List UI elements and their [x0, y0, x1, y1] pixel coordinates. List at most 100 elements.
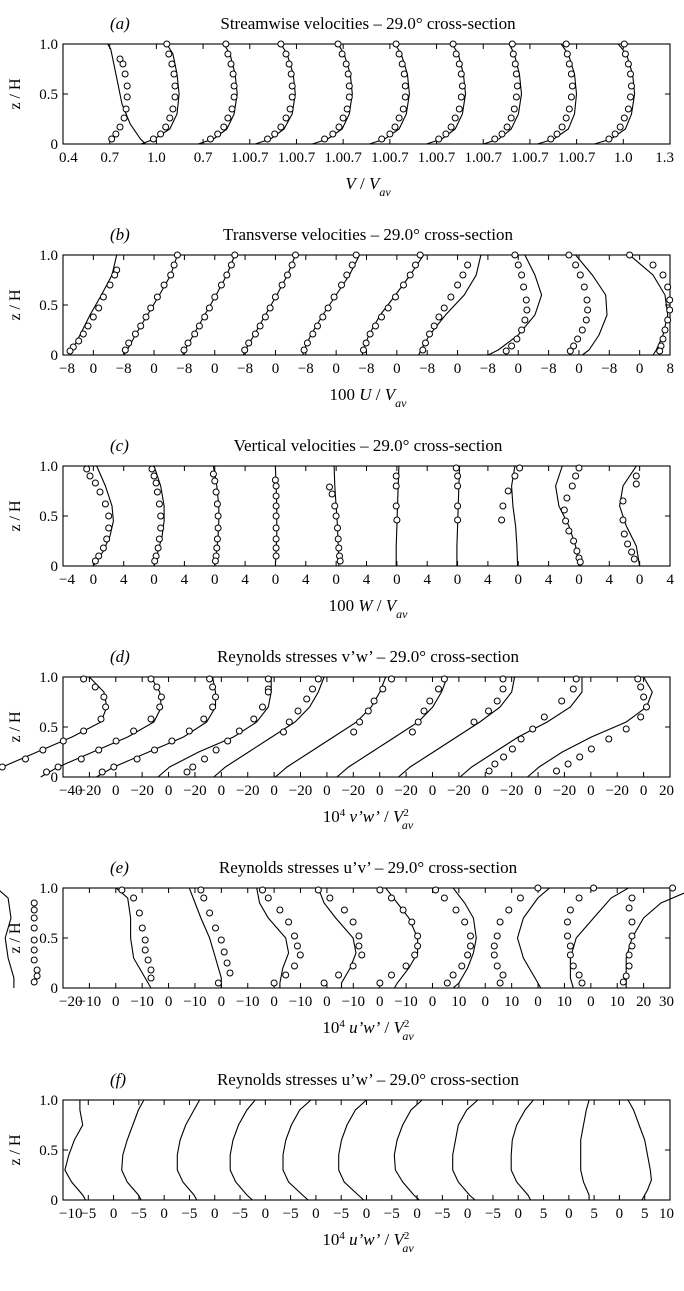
x-tick-label: −20	[447, 783, 470, 799]
measurement-point	[336, 557, 344, 565]
x-tick-label: 0	[332, 572, 340, 588]
measurement-point	[520, 283, 528, 291]
measurement-point	[97, 715, 105, 723]
x-tick-label: 0.4	[59, 150, 78, 166]
measurement-point	[30, 924, 38, 932]
measurement-point	[401, 93, 409, 101]
measurement-point	[562, 517, 570, 525]
measurement-point	[209, 470, 217, 478]
measurement-point	[130, 894, 138, 902]
x-tick-label: 0	[90, 361, 98, 377]
measurement-point	[285, 718, 293, 726]
x-tick-label: 0	[211, 572, 219, 588]
x-tick-label: 0	[534, 783, 542, 799]
measurement-point	[167, 271, 175, 279]
x-tick-label: 0	[218, 994, 226, 1010]
measurement-point	[79, 330, 87, 338]
measurement-point	[206, 675, 214, 683]
x-tick-label: −10	[183, 994, 206, 1010]
measurement-point	[250, 715, 258, 723]
measurement-point	[419, 346, 427, 354]
x-axis-label-part: V	[393, 1018, 406, 1037]
panel-label: (d)	[110, 647, 130, 666]
profile-line	[418, 254, 482, 356]
measurement-point	[628, 548, 636, 556]
y-tick-label: 0.5	[39, 720, 58, 736]
measurement-point	[112, 130, 120, 138]
measurement-point	[583, 296, 591, 304]
x-axis-label-part: 100	[330, 385, 360, 404]
measurement-point	[664, 316, 672, 324]
x-tick-label: −8	[419, 361, 435, 377]
x-axis-label-part: av	[396, 607, 408, 621]
measurement-point	[33, 972, 41, 980]
y-tick-label: 1.0	[39, 670, 58, 686]
measurement-point	[362, 339, 370, 347]
measurement-point	[331, 502, 339, 510]
x-tick-label: −20	[130, 783, 153, 799]
x-axis-label-part: av	[402, 1241, 414, 1255]
measurement-point	[500, 753, 508, 761]
measurement-point	[33, 966, 41, 974]
measurement-point	[366, 330, 374, 338]
measurement-point	[343, 105, 351, 113]
profile-line	[336, 676, 448, 778]
measurement-point	[153, 683, 161, 691]
panel-c: (c) Vertical velocities – 29.0° cross-sec…	[7, 436, 675, 621]
measurement-point	[632, 472, 640, 480]
measurement-point	[355, 932, 363, 940]
measurement-point	[378, 135, 386, 143]
x-tick-label: −20	[59, 994, 82, 1010]
measurement-point	[144, 956, 152, 964]
x-tick-label: 0	[565, 1206, 573, 1222]
chart-title: Reynolds stresses u’w’ – 29.0° cross-sec…	[217, 1070, 520, 1089]
measurement-point	[498, 130, 506, 138]
measurement-point	[184, 339, 192, 347]
measurement-point	[457, 93, 465, 101]
x-tick-label: 1.0	[614, 150, 633, 166]
measurement-point	[632, 480, 640, 488]
measurement-point	[395, 114, 403, 122]
measurement-point	[356, 718, 364, 726]
measurement-point	[582, 316, 590, 324]
measurement-point	[152, 479, 160, 487]
measurement-point	[224, 50, 232, 58]
measurement-point	[393, 516, 401, 524]
y-tick-label: 0.5	[39, 931, 58, 947]
measurement-point	[414, 942, 422, 950]
x-axis-label-part: 10	[322, 1230, 339, 1249]
measurement-point	[511, 60, 519, 68]
profile-line	[188, 887, 222, 988]
measurement-point	[370, 697, 378, 705]
x-tick-label: 0	[515, 361, 523, 377]
measurement-point	[264, 135, 271, 143]
x-tick-label: 1.00.7	[278, 150, 316, 166]
plot-frame	[62, 676, 671, 778]
profile-line	[40, 676, 162, 778]
measurement-point	[566, 347, 574, 355]
measurement-point	[116, 123, 124, 131]
measurement-point	[553, 130, 561, 138]
x-tick-label: 0	[616, 1206, 624, 1222]
measurement-point	[293, 942, 301, 950]
measurement-point	[157, 512, 165, 520]
x-axis-label-part: u’w’	[345, 1230, 381, 1249]
measurement-point	[451, 114, 459, 122]
x-tick-label: 0	[211, 1206, 219, 1222]
measurement-point	[213, 535, 221, 543]
measurement-point	[147, 966, 155, 974]
measurement-point	[435, 135, 443, 143]
profile-line	[575, 254, 608, 356]
measurement-point	[496, 918, 504, 926]
x-tick-label: 0	[454, 361, 462, 377]
measurement-point	[77, 755, 85, 763]
y-tick-label: 0	[51, 1193, 59, 1209]
measurement-point	[197, 886, 205, 894]
measurement-point	[568, 82, 576, 90]
x-tick-label: 1.00.7	[511, 150, 549, 166]
measurement-point	[449, 971, 457, 979]
measurement-point	[619, 978, 627, 986]
measurement-point	[121, 346, 129, 354]
measurement-point	[649, 261, 657, 269]
